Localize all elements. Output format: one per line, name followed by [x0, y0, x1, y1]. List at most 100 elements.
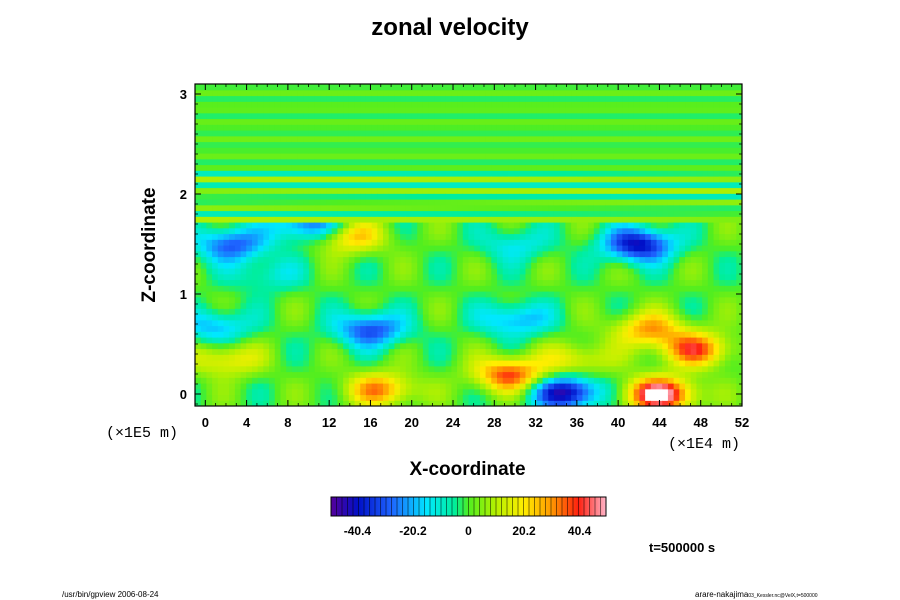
heatmap-cell — [576, 216, 584, 223]
heatmap-cell — [496, 135, 504, 143]
heatmap-cell — [525, 130, 532, 137]
heatmap-cell — [377, 325, 384, 332]
heatmap-cell — [434, 296, 441, 304]
heatmap-cell — [474, 135, 481, 143]
heatmap-cell — [610, 325, 618, 332]
heatmap-cell — [223, 170, 230, 177]
heatmap-cell — [371, 250, 378, 258]
heatmap-cell — [462, 112, 470, 120]
heatmap-cell — [610, 181, 618, 189]
heatmap-cell — [308, 354, 316, 361]
heatmap-cell — [593, 245, 601, 252]
heatmap-cell — [212, 84, 219, 91]
heatmap-cell — [246, 199, 253, 206]
heatmap-cell — [326, 107, 333, 114]
heatmap-cell — [685, 400, 692, 406]
heatmap-cell — [696, 130, 703, 137]
heatmap-cell — [212, 394, 219, 401]
heatmap-cell — [286, 319, 293, 327]
heatmap-cell — [656, 285, 663, 292]
heatmap-cell — [388, 308, 396, 315]
heatmap-cell — [559, 245, 566, 252]
heatmap-cell — [440, 285, 447, 292]
heatmap-cell — [343, 279, 350, 286]
heatmap-cell — [223, 331, 230, 338]
heatmap-cell — [593, 135, 601, 143]
heatmap-cell — [593, 187, 601, 194]
heatmap-cell — [690, 153, 698, 160]
heatmap-cell — [588, 325, 595, 332]
heatmap-cell — [599, 112, 606, 120]
heatmap-cell — [303, 319, 310, 327]
heatmap-cell — [502, 95, 509, 102]
heatmap-cell — [445, 222, 453, 229]
heatmap-cell — [496, 107, 504, 114]
heatmap-cell — [195, 227, 202, 235]
heatmap-cell — [457, 354, 464, 361]
heatmap-cell — [337, 147, 344, 154]
heatmap-cell — [457, 285, 464, 292]
heatmap-cell — [628, 222, 635, 229]
heatmap-cell — [383, 210, 390, 217]
heatmap-cell — [576, 170, 584, 177]
heatmap-cell — [514, 141, 521, 148]
heatmap-cell — [377, 383, 384, 390]
heatmap-cell — [263, 239, 270, 246]
heatmap-cell — [519, 262, 527, 269]
heatmap-cell — [405, 348, 413, 355]
heatmap-cell — [280, 273, 287, 281]
heatmap-cell — [286, 89, 293, 97]
heatmap-cell — [553, 360, 561, 367]
heatmap-cell — [519, 377, 527, 384]
heatmap-cell — [297, 342, 304, 350]
heatmap-cell — [479, 233, 487, 240]
heatmap-cell — [502, 371, 509, 378]
heatmap-cell — [462, 279, 470, 286]
heatmap-cell — [411, 153, 418, 160]
heatmap-cell — [251, 135, 259, 143]
heatmap-cell — [673, 141, 680, 148]
heatmap-cell — [685, 89, 692, 97]
heatmap-cell — [525, 187, 532, 194]
heatmap-cell — [440, 279, 447, 286]
heatmap-cell — [394, 319, 401, 327]
heatmap-cell — [451, 170, 458, 177]
heatmap-cell — [291, 124, 299, 131]
heatmap-cell — [519, 394, 527, 401]
heatmap-cell — [582, 342, 589, 350]
heatmap-cell — [685, 394, 692, 401]
heatmap-cell — [251, 354, 259, 361]
heatmap-cell — [588, 84, 595, 91]
heatmap-cell — [593, 365, 601, 373]
heatmap-cell — [394, 360, 401, 367]
heatmap-cell — [502, 118, 509, 125]
heatmap-cell — [331, 245, 339, 252]
heatmap-cell — [212, 256, 219, 263]
heatmap-cell — [445, 101, 453, 108]
heatmap-cell — [297, 319, 304, 327]
heatmap-cell — [348, 394, 356, 401]
heatmap-cell — [662, 394, 669, 401]
heatmap-cell — [531, 314, 538, 321]
heatmap-cell — [428, 273, 435, 281]
heatmap-cell — [628, 164, 635, 171]
heatmap-cell — [462, 147, 470, 154]
heatmap-cell — [291, 319, 299, 327]
heatmap-cell — [251, 176, 259, 183]
heatmap-cell — [269, 193, 276, 200]
heatmap-cell — [246, 365, 253, 373]
heatmap-cell — [274, 222, 282, 229]
heatmap-cell — [599, 262, 606, 269]
heatmap-cell — [599, 371, 606, 378]
heatmap-cell — [645, 268, 652, 275]
heatmap-cell — [559, 291, 566, 298]
heatmap-cell — [280, 227, 287, 235]
heatmap-cell — [582, 158, 589, 166]
heatmap-cell — [696, 135, 703, 143]
heatmap-cell — [553, 245, 561, 252]
heatmap-cell — [650, 365, 658, 373]
heatmap-cell — [400, 319, 407, 327]
heatmap-cell — [428, 233, 435, 240]
heatmap-cell — [354, 337, 361, 344]
heatmap-cell — [593, 308, 601, 315]
